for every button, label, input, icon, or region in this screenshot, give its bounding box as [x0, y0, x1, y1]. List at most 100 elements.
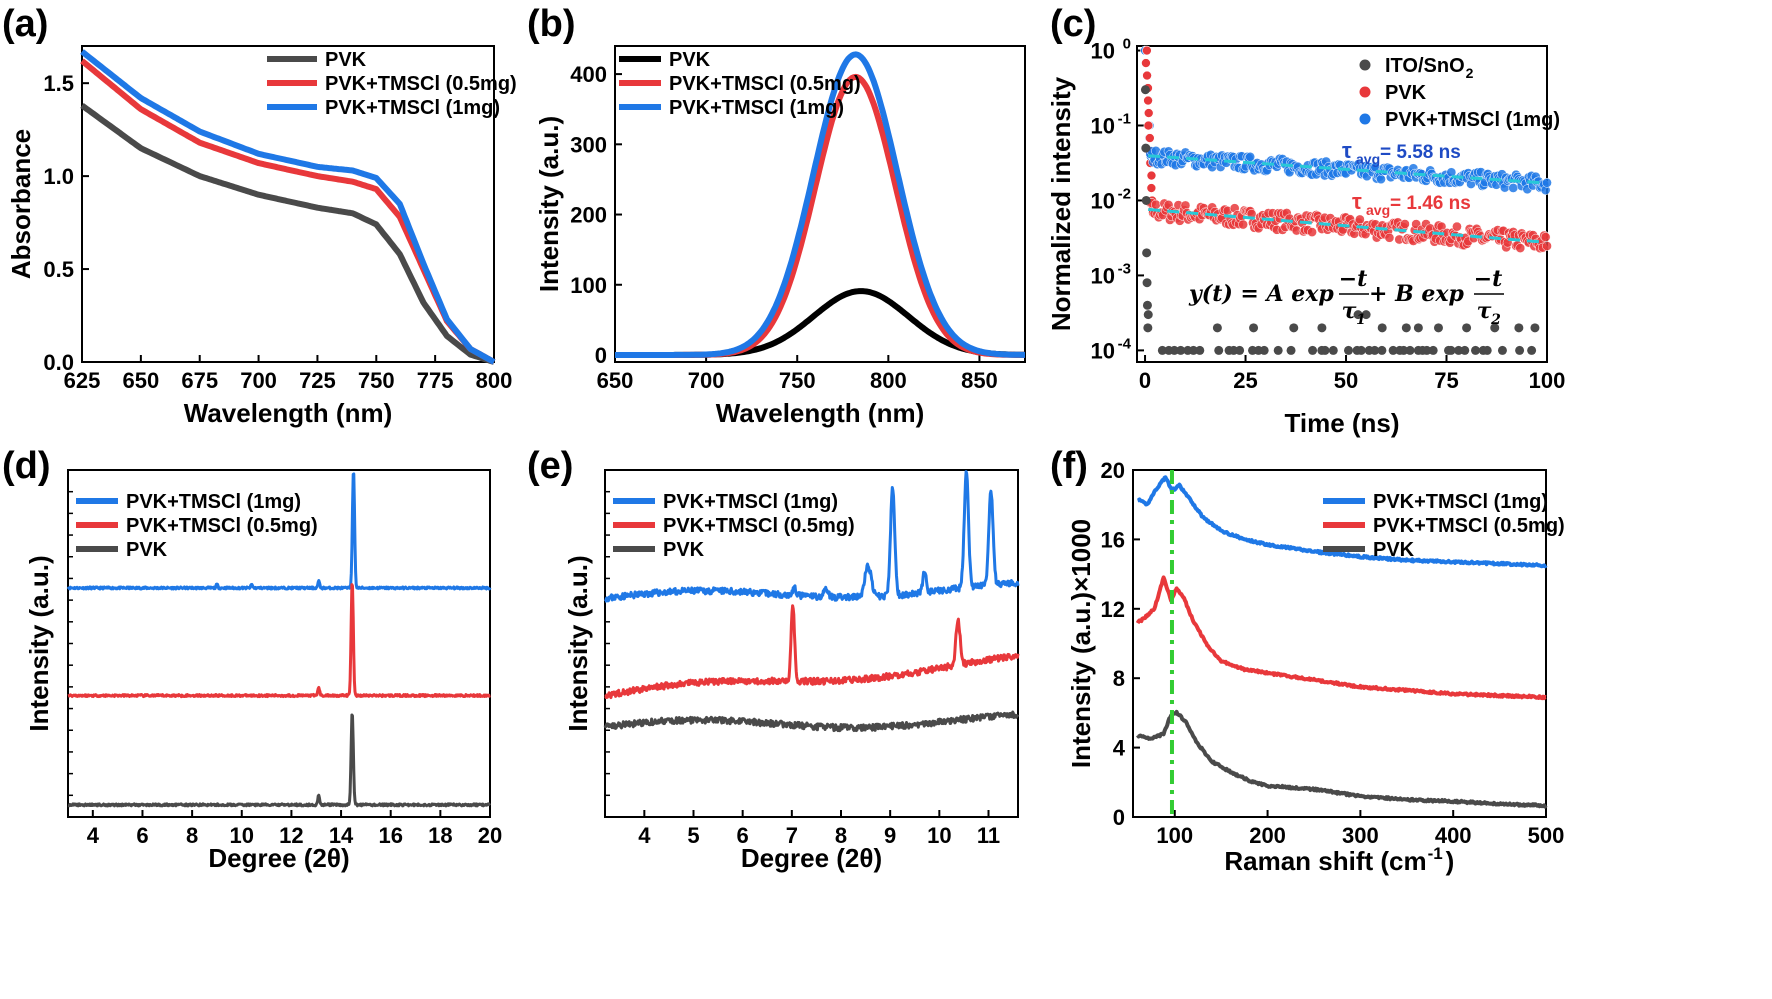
panel-label: (f)	[1050, 445, 1088, 487]
x-axis-label: Degree (2θ)	[208, 843, 349, 873]
legend-label: PVK+TMSCl (0.5mg)	[663, 515, 855, 537]
x-axis-superscript: -1	[1428, 844, 1443, 863]
data-point	[1141, 143, 1151, 153]
legend-subscript: 2	[1466, 65, 1474, 81]
y-tick-label: 300	[570, 132, 607, 157]
data-point	[1140, 85, 1150, 95]
legend-label: PVK+TMSCl (1mg)	[663, 491, 838, 513]
legend-marker	[1359, 59, 1371, 71]
x-tick-label: 10	[927, 823, 951, 848]
legend-label: PVK	[1385, 82, 1427, 104]
fit-line	[1148, 207, 1547, 244]
data-point	[1514, 323, 1524, 333]
panel-d: 4 6 8 10 12 14 16 18 20 (d) Degree (2θ) Intensity (…	[2, 445, 502, 873]
data-point	[1530, 323, 1540, 333]
x-tick-label: 18	[428, 823, 452, 848]
data-point	[1141, 195, 1151, 205]
x-tick-label: 75	[1434, 368, 1458, 393]
data-point	[1308, 345, 1318, 355]
x-tick-label: 11	[977, 823, 1000, 848]
y-tick-label: 200	[570, 203, 607, 228]
legend-label: PVK+TMSCl (1mg)	[325, 97, 500, 119]
y-tick-label: 10	[1091, 263, 1115, 288]
legend-label: ITO/SnO	[1385, 55, 1465, 77]
formula-numerator: −t	[1339, 266, 1368, 292]
legend-label: PVK+TMSCl (1mg)	[1373, 491, 1548, 513]
y-tick-exponent: -3	[1118, 260, 1131, 277]
series-line	[1135, 575, 1548, 701]
x-tick-label: 700	[240, 368, 277, 393]
x-tick-label: 9	[884, 823, 896, 848]
y-tick-label: 16	[1101, 527, 1125, 552]
tau-symbol: τ	[1342, 138, 1352, 163]
data-point	[1515, 345, 1525, 355]
data-point	[1238, 219, 1248, 230]
x-tick-label: 6	[136, 823, 148, 848]
data-point	[1356, 345, 1366, 355]
x-tick-label: 4	[87, 823, 100, 848]
y-tick-label: 10	[1091, 39, 1115, 64]
formula-denominator: τ	[1342, 298, 1357, 324]
legend-marker	[1359, 113, 1371, 125]
x-tick-label: 775	[417, 368, 454, 393]
data-point	[1433, 323, 1443, 333]
data-point	[1370, 345, 1380, 355]
data-point	[1142, 45, 1152, 56]
data-point	[1142, 300, 1152, 310]
x-tick-label: 50	[1334, 368, 1358, 393]
y-tick-label: 12	[1101, 597, 1125, 622]
x-tick-label: 10	[230, 823, 254, 848]
data-point	[1146, 183, 1157, 193]
formula-numerator: −t	[1474, 266, 1503, 292]
y-tick-label: 4	[1113, 736, 1126, 761]
data-point	[1361, 310, 1371, 320]
x-tick-label: 100	[1529, 368, 1566, 393]
data-point	[1353, 310, 1363, 320]
tau-value: = 5.58 ns	[1380, 142, 1461, 163]
data-point	[1157, 345, 1167, 355]
data-point	[1328, 345, 1338, 355]
x-tick-label: 8	[835, 823, 847, 848]
x-tick-label: 750	[358, 368, 395, 393]
legend-label: PVK+TMSCl (0.5mg)	[325, 73, 517, 95]
panel-label: (a)	[2, 3, 48, 45]
data-point	[1470, 345, 1480, 355]
data-point	[1454, 345, 1464, 355]
data-point	[1542, 241, 1552, 251]
y-tick-label: 100	[570, 273, 607, 298]
data-point	[1145, 133, 1155, 143]
data-point	[1527, 345, 1537, 355]
data-point	[1508, 183, 1519, 193]
legend-label: PVK+TMSCl (0.5mg)	[669, 73, 861, 95]
legend-label: PVK+TMSCl (1mg)	[1385, 109, 1560, 131]
data-point	[1377, 345, 1387, 355]
data-point	[1235, 345, 1245, 355]
y-tick-label: 400	[570, 62, 607, 87]
data-point	[1452, 221, 1462, 232]
data-point	[1307, 227, 1317, 237]
panel-b: 650 700 750 800 850 0 100 200 300 400 (b) Wavelengt…	[527, 3, 1027, 428]
x-tick-label: 675	[181, 368, 218, 393]
data-point	[1289, 323, 1299, 333]
panel-a: 625 650 675 700 725 750 775 800 0.0 0.5 1.0 1.5 (a) W…	[2, 3, 517, 428]
y-tick-label: 0.5	[43, 257, 74, 282]
legend-label: PVK	[325, 49, 367, 71]
y-tick-exponent: -2	[1118, 185, 1131, 202]
data-point	[1497, 345, 1507, 355]
data-point	[1540, 232, 1551, 242]
x-axis-label: Degree (2θ)	[741, 843, 882, 873]
x-tick-label: 4	[638, 823, 651, 848]
data-point	[1428, 345, 1438, 355]
x-tick-label: 6	[737, 823, 749, 848]
data-point	[1259, 345, 1269, 355]
series-line	[67, 713, 492, 808]
data-point	[1143, 95, 1153, 106]
data-point	[1413, 323, 1423, 333]
data-point	[1151, 199, 1161, 210]
x-axis-label: Wavelength (nm)	[716, 398, 924, 428]
x-tick-label: 700	[688, 368, 725, 393]
legend-label: PVK	[669, 49, 711, 71]
formula-lhs: y(t) = A exp	[1188, 281, 1334, 307]
data-point	[1446, 345, 1456, 355]
data-point	[1143, 120, 1154, 131]
